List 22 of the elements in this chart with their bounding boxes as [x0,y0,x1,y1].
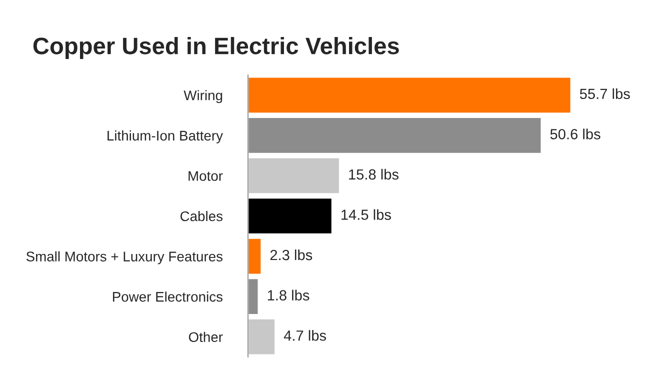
data-label: 2.3 lbs [270,249,312,260]
data-label: 4.7 lbs [284,330,326,341]
chart-title: Copper Used in Electric Vehicles [33,36,399,60]
data-label: 55.7 lbs [580,88,630,100]
data-label: 14.5 lbs [342,209,391,220]
bar [248,278,260,316]
y-tick-label: Motor [188,171,223,181]
data-label: 1.8 lbs [268,290,310,300]
bar [248,156,340,195]
bar [248,76,572,114]
bar [248,116,542,154]
y-tick-label: Other [188,332,223,342]
y-tick-label: Power Electronics [112,292,223,302]
bar [248,318,276,356]
bar [248,237,262,276]
bar [248,197,333,235]
y-tick-label: Wiring [184,90,222,104]
y-tick-label: Lithium-Ion Battery [108,130,223,144]
y-tick-label: Small Motors + Luxury Features [26,251,223,264]
data-label: 15.8 lbs [349,168,399,180]
data-label: 50.6 lbs [550,128,600,140]
y-tick-label: Cables [180,210,222,222]
